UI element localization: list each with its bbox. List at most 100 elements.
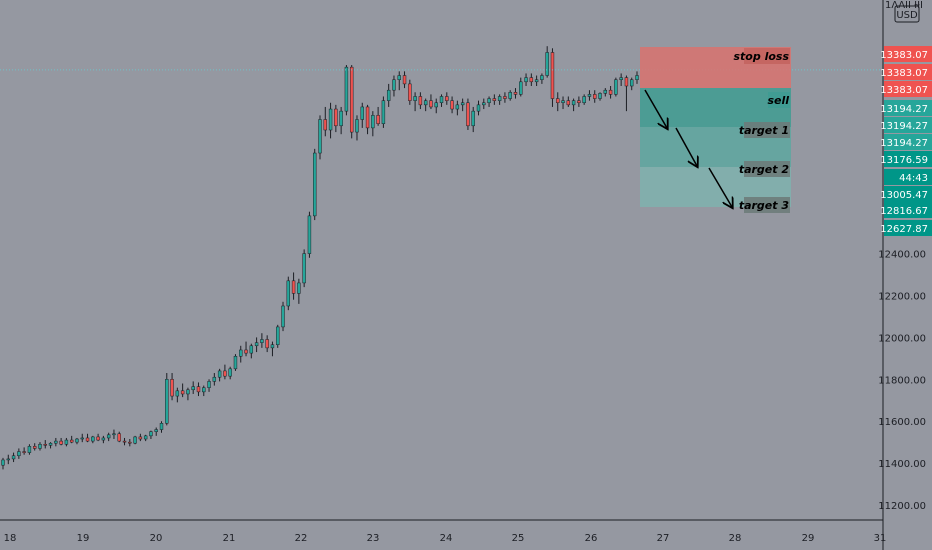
- candle[interactable]: [545, 46, 549, 78]
- candle[interactable]: [519, 77, 523, 97]
- candle[interactable]: [54, 437, 58, 447]
- candle[interactable]: [429, 94, 433, 110]
- candle[interactable]: [43, 440, 47, 449]
- candle[interactable]: [524, 73, 528, 86]
- candle[interactable]: [143, 434, 148, 442]
- candle[interactable]: [154, 427, 158, 436]
- candle[interactable]: [635, 71, 639, 84]
- candle[interactable]: [413, 92, 417, 112]
- candle[interactable]: [270, 341, 275, 357]
- candle[interactable]: [487, 96, 491, 107]
- candle[interactable]: [138, 433, 143, 442]
- candle[interactable]: [260, 333, 264, 348]
- candle[interactable]: [376, 106, 380, 126]
- candle[interactable]: [286, 276, 291, 311]
- price-tag[interactable]: 13383.07: [880, 64, 932, 80]
- candle[interactable]: [291, 272, 296, 300]
- candle[interactable]: [318, 115, 322, 160]
- candle[interactable]: [418, 92, 423, 110]
- price-tag[interactable]: 13194.27: [880, 100, 932, 116]
- candle[interactable]: [149, 430, 153, 440]
- candle[interactable]: [27, 444, 32, 455]
- candle[interactable]: [349, 65, 354, 139]
- candle[interactable]: [170, 373, 174, 401]
- candle[interactable]: [96, 433, 100, 442]
- candle[interactable]: [497, 94, 502, 105]
- candle[interactable]: [196, 382, 201, 397]
- candle[interactable]: [328, 102, 333, 139]
- candle[interactable]: [371, 111, 375, 137]
- candle[interactable]: [529, 73, 534, 86]
- candle[interactable]: [223, 364, 227, 380]
- candle[interactable]: [38, 442, 42, 451]
- candle[interactable]: [323, 106, 327, 137]
- candle[interactable]: [593, 90, 597, 103]
- candle[interactable]: [619, 73, 623, 86]
- candle[interactable]: [513, 88, 518, 99]
- candle[interactable]: [101, 435, 106, 444]
- candle[interactable]: [582, 94, 586, 105]
- candle[interactable]: [112, 429, 116, 440]
- candle[interactable]: [360, 102, 364, 128]
- candle[interactable]: [624, 75, 629, 112]
- candle[interactable]: [75, 437, 79, 445]
- price-tag[interactable]: 13176.59: [880, 151, 932, 167]
- candle[interactable]: [561, 96, 565, 110]
- candle[interactable]: [482, 98, 486, 110]
- candle[interactable]: [212, 373, 217, 386]
- candle[interactable]: [307, 211, 312, 258]
- candle[interactable]: [408, 79, 412, 105]
- candle[interactable]: [587, 90, 592, 101]
- candle[interactable]: [6, 454, 10, 465]
- candle[interactable]: [492, 94, 497, 105]
- candle[interactable]: [175, 387, 180, 403]
- candle[interactable]: [85, 433, 90, 443]
- candle[interactable]: [80, 433, 84, 443]
- candle[interactable]: [217, 368, 222, 382]
- candle[interactable]: [59, 437, 63, 446]
- price-tag[interactable]: 44:43: [884, 169, 932, 185]
- candle[interactable]: [460, 98, 465, 112]
- price-tag[interactable]: 13194.27: [880, 117, 932, 133]
- candle[interactable]: [265, 335, 269, 353]
- candle[interactable]: [508, 90, 512, 101]
- candle[interactable]: [32, 443, 37, 451]
- candle[interactable]: [566, 96, 571, 107]
- candle[interactable]: [202, 385, 206, 397]
- candle[interactable]: [397, 71, 401, 91]
- candle[interactable]: [603, 88, 608, 97]
- candle[interactable]: [577, 96, 581, 107]
- price-tag[interactable]: 13383.07: [880, 81, 932, 97]
- candle[interactable]: [556, 92, 560, 112]
- candle[interactable]: [159, 421, 164, 433]
- candle[interactable]: [455, 100, 460, 116]
- candle[interactable]: [64, 437, 69, 447]
- candle[interactable]: [122, 437, 127, 446]
- currency-button[interactable]: [894, 5, 920, 23]
- candle[interactable]: [571, 98, 576, 112]
- candle[interactable]: [297, 278, 301, 304]
- price-tag[interactable]: 13005.47: [880, 186, 932, 202]
- candle[interactable]: [302, 249, 306, 288]
- price-tag[interactable]: 12627.87: [880, 220, 932, 236]
- price-tag[interactable]: 13383.07: [880, 46, 932, 62]
- candle[interactable]: [630, 77, 634, 91]
- candle[interactable]: [381, 96, 386, 128]
- candle[interactable]: [503, 92, 507, 103]
- candle[interactable]: [180, 383, 185, 398]
- candle[interactable]: [244, 341, 248, 357]
- price-tag[interactable]: 12816.67: [880, 202, 932, 218]
- candle[interactable]: [281, 301, 285, 332]
- candle[interactable]: [434, 98, 438, 114]
- candle[interactable]: [450, 96, 454, 114]
- candle[interactable]: [313, 148, 317, 221]
- candle[interactable]: [608, 86, 613, 99]
- candle[interactable]: [540, 73, 544, 84]
- candle[interactable]: [186, 387, 190, 401]
- candle[interactable]: [249, 343, 254, 359]
- candle[interactable]: [11, 452, 16, 463]
- candle[interactable]: [228, 366, 232, 380]
- candle[interactable]: [476, 100, 481, 116]
